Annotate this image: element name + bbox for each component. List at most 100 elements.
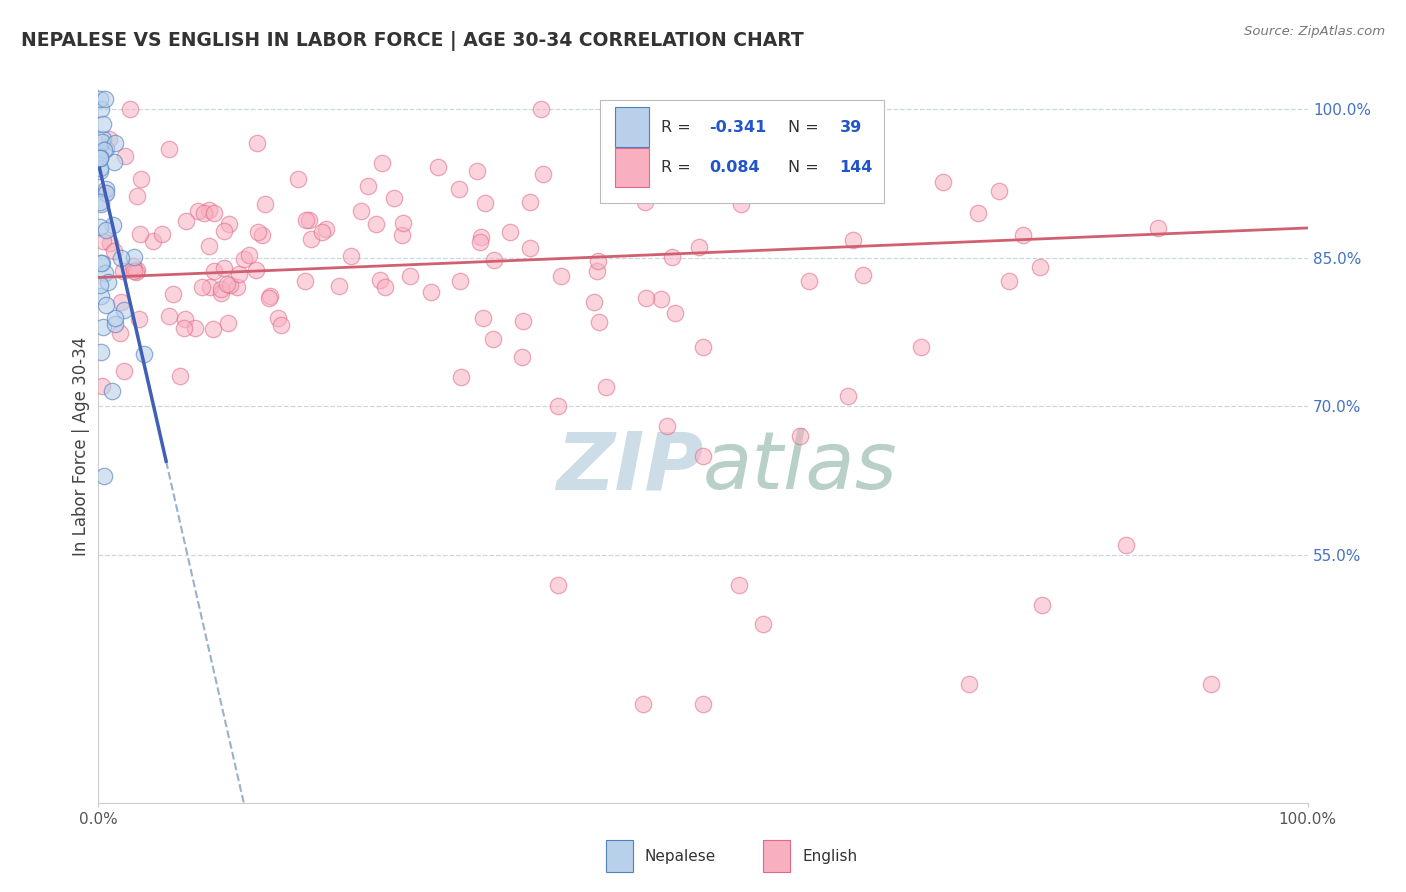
Point (803, 144, 825, 158)
Point (636, 291, 658, 305)
Point (173, 321, 195, 335)
Point (250, 227, 273, 242)
Point (468, 235, 491, 249)
Point (94, 142, 117, 156)
Point (270, 318, 292, 332)
Point (93, 186, 115, 200)
Point (957, 677, 980, 691)
Point (631, 697, 654, 711)
Point (588, 316, 610, 330)
Bar (606, 840, 633, 872)
Bar (614, 148, 648, 187)
Point (202, 264, 225, 278)
Point (124, 264, 146, 278)
Point (89, 161, 111, 176)
Point (339, 249, 361, 263)
Point (218, 218, 240, 232)
Point (426, 160, 449, 174)
Point (122, 250, 145, 264)
Point (191, 280, 214, 294)
Bar (763, 840, 790, 872)
Point (728, 578, 751, 592)
Point (89, 151, 111, 165)
Point (174, 214, 197, 228)
Point (89, 92, 111, 106)
Point (519, 241, 541, 255)
Point (198, 239, 221, 253)
Point (132, 347, 155, 361)
Point (350, 204, 373, 219)
Point (219, 278, 242, 293)
Point (328, 278, 350, 293)
Point (374, 280, 396, 294)
Point (90, 102, 112, 116)
FancyBboxPatch shape (600, 100, 884, 203)
Point (465, 163, 488, 178)
Point (142, 234, 165, 248)
Point (233, 252, 256, 266)
Point (212, 260, 235, 275)
Point (634, 194, 657, 209)
Point (93, 234, 115, 248)
Point (90, 197, 112, 211)
Text: N =: N = (787, 161, 824, 175)
Point (103, 244, 125, 258)
Point (368, 273, 391, 287)
Point (851, 268, 873, 283)
Point (855, 173, 877, 187)
Point (391, 227, 413, 242)
Point (730, 197, 752, 211)
Point (94, 266, 117, 280)
Point (193, 206, 215, 220)
Point (266, 310, 288, 325)
Point (1031, 598, 1053, 612)
Point (664, 306, 686, 320)
Point (752, 617, 775, 632)
Point (856, 146, 879, 161)
Point (169, 369, 191, 384)
Point (692, 340, 714, 354)
Point (595, 379, 617, 393)
Text: R =: R = (661, 120, 696, 135)
Point (209, 282, 232, 296)
Point (103, 155, 125, 169)
Point (93, 143, 115, 157)
Point (209, 286, 232, 301)
Point (247, 226, 270, 240)
Point (114, 149, 136, 163)
Point (91, 320, 114, 334)
Text: 39: 39 (839, 120, 862, 135)
Point (91, 117, 114, 131)
Text: English: English (803, 849, 858, 863)
Point (499, 226, 522, 240)
Point (90, 378, 112, 392)
Point (111, 263, 134, 277)
Text: R =: R = (661, 161, 696, 175)
Point (90, 289, 112, 303)
Point (245, 263, 267, 277)
Point (125, 189, 148, 203)
Point (90, 345, 112, 359)
Point (96, 223, 118, 237)
Text: Source: ZipAtlas.com: Source: ZipAtlas.com (1244, 25, 1385, 38)
Point (110, 251, 132, 265)
Point (90, 256, 112, 270)
Point (512, 313, 534, 327)
Point (450, 369, 472, 384)
Point (692, 697, 714, 711)
Point (298, 212, 321, 227)
Point (419, 285, 441, 299)
Point (90, 256, 112, 270)
Point (382, 191, 405, 205)
Point (150, 227, 173, 242)
Point (96, 298, 118, 312)
Point (688, 240, 710, 254)
Point (89, 219, 111, 234)
Point (128, 227, 150, 241)
Point (294, 274, 316, 288)
Point (93, 468, 115, 483)
Point (112, 302, 135, 317)
Point (1028, 260, 1050, 275)
Point (357, 178, 380, 193)
Point (101, 218, 124, 232)
